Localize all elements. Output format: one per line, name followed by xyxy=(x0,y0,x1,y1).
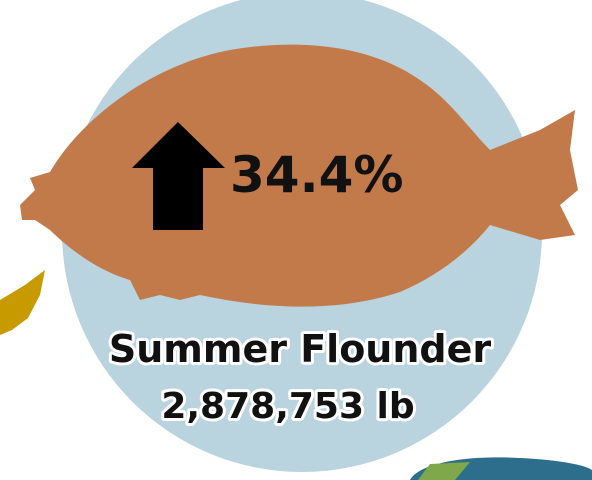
species-name: Summer Flounder xyxy=(109,327,492,371)
neighbor-fish-tail xyxy=(0,270,45,335)
landings-amount: 2,878,753 lb xyxy=(161,386,414,427)
change-percent: 34.4% xyxy=(230,146,403,204)
infographic: 34.4% Summer Flounder 2,878,753 lb xyxy=(0,0,592,480)
